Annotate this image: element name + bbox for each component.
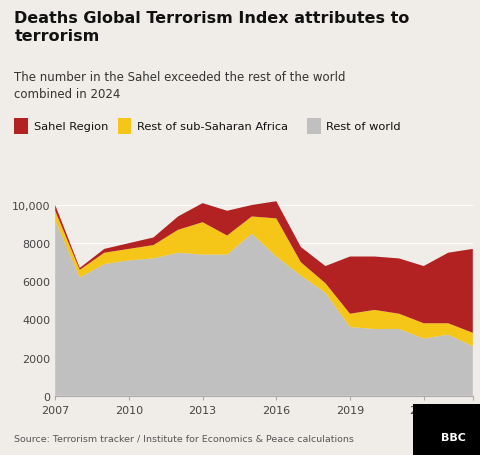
Text: Rest of world: Rest of world <box>326 121 401 131</box>
Text: Deaths Global Terrorism Index attributes to
terrorism: Deaths Global Terrorism Index attributes… <box>14 11 410 44</box>
Text: Sahel Region: Sahel Region <box>34 121 108 131</box>
Text: Rest of sub-Saharan Africa: Rest of sub-Saharan Africa <box>137 121 288 131</box>
Text: Source: Terrorism tracker / Institute for Economics & Peace calculations: Source: Terrorism tracker / Institute fo… <box>14 433 354 442</box>
Text: The number in the Sahel exceeded the rest of the world
combined in 2024: The number in the Sahel exceeded the res… <box>14 71 346 101</box>
Text: BBC: BBC <box>441 432 466 442</box>
